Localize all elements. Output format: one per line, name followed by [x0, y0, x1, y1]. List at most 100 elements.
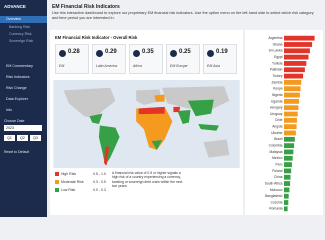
- kpi-icon: [170, 50, 177, 57]
- kpi-card: 0.28 EM: [55, 44, 89, 74]
- bar: [284, 149, 294, 155]
- europe: [136, 89, 163, 105]
- bar: [284, 168, 292, 174]
- category-label: South Africa: [265, 181, 283, 185]
- kpi-value: 0.29: [105, 49, 117, 55]
- quarter-button[interactable]: Q2: [17, 135, 28, 141]
- legend-swatch: [55, 180, 59, 184]
- kpi-icon: [207, 50, 214, 57]
- mexico: [89, 113, 103, 124]
- bar: [284, 187, 290, 193]
- eastern-europe: [154, 94, 165, 102]
- menu-item[interactable]: Overview: [0, 16, 47, 23]
- bar: [284, 117, 297, 123]
- category-label: Poland: [272, 169, 282, 173]
- bar: [284, 35, 315, 41]
- australia: [203, 139, 230, 158]
- bar: [284, 67, 305, 73]
- bar: [284, 111, 298, 117]
- risk-note: A financial risk value of 0.5 or higher …: [112, 171, 183, 189]
- africa: [136, 106, 173, 150]
- legend-label: Moderate Risk: [61, 179, 84, 184]
- page: ADVANCE Overview Banking Risk Currency Ris…: [0, 0, 325, 217]
- bar: [284, 181, 291, 186]
- world-map: [53, 80, 240, 168]
- bar: [284, 105, 299, 111]
- bar: [284, 193, 289, 199]
- legend-range: 0.0 - 0.3: [93, 187, 106, 192]
- bar: [284, 155, 293, 161]
- category-label: Sri Lanka: [269, 49, 283, 53]
- category-label: Ghana: [273, 42, 283, 46]
- kpi-value: 0.19: [216, 49, 228, 55]
- category-label: Czechia: [271, 200, 283, 204]
- category-label: Ukraine: [271, 131, 283, 135]
- bar: [284, 174, 291, 180]
- category-label: Zambia: [272, 80, 283, 84]
- bar: [284, 42, 313, 47]
- category-label: Peru: [276, 162, 283, 166]
- kpi-label: Latin America: [96, 64, 118, 68]
- bar: [284, 206, 288, 212]
- category-label: Morocco: [270, 188, 283, 192]
- bar: [284, 162, 292, 167]
- category-label: Pakistan: [270, 68, 283, 72]
- reset-button[interactable]: Reset to Default: [4, 150, 30, 154]
- kpi-card: 0.19 EM Asia: [203, 44, 237, 74]
- category-label: Turkey: [273, 74, 283, 78]
- bar: [284, 80, 302, 85]
- quarter-button[interactable]: Q1: [4, 135, 15, 141]
- menu-item[interactable]: Risk Change: [6, 86, 27, 90]
- category-label: Brazil: [274, 137, 283, 141]
- legend-label: High Risk: [61, 171, 76, 176]
- menu-item[interactable]: EM Commentary: [6, 64, 33, 68]
- sidebar: ADVANCE Overview Banking Risk Currency Ris…: [0, 0, 47, 217]
- kpi-label: EM: [59, 64, 65, 68]
- legend-swatch: [55, 188, 59, 192]
- legend-swatch: [55, 172, 59, 176]
- bar: [284, 86, 301, 92]
- category-label: Nigeria: [272, 93, 283, 97]
- pakistan: [173, 106, 181, 113]
- bar-chart: Argentina Ghana Sri Lanka Egypt Tunisia Pakis…: [245, 30, 323, 215]
- kpi-card: 0.29 Latin America: [92, 44, 126, 74]
- bar: [284, 130, 296, 136]
- north-africa: [138, 106, 165, 115]
- argentina: [104, 146, 110, 166]
- kpi-card: 0.25 EM Europe: [166, 44, 200, 74]
- menu-item[interactable]: Info: [6, 108, 12, 112]
- legend-label: Low Risk: [61, 187, 76, 192]
- logo: ADVANCE: [4, 4, 26, 9]
- category-label: Bangladesh: [265, 194, 283, 198]
- bar: [284, 61, 307, 66]
- bar: [284, 143, 295, 149]
- menu-item[interactable]: Currency Risk: [9, 32, 32, 36]
- quarter-button[interactable]: Q3: [30, 135, 41, 141]
- bar: [284, 136, 295, 142]
- kpi-value: 0.28: [68, 49, 80, 55]
- india: [177, 110, 191, 124]
- kpi-label: Africa: [133, 64, 142, 68]
- panel-title: EM Financial Risk Indicator - Overall Ri…: [55, 35, 138, 40]
- category-label: Chile: [275, 118, 283, 122]
- kpi-icon: [59, 50, 66, 57]
- bar: [284, 98, 300, 104]
- kpi-value: 0.25: [179, 49, 191, 55]
- menu-item[interactable]: Data Explorer: [6, 97, 28, 101]
- kpi-icon: [133, 50, 140, 57]
- category-label: Angola: [272, 125, 282, 129]
- menu-item[interactable]: Risk Indicators: [6, 75, 30, 79]
- kpi-label: EM Europe: [170, 64, 188, 68]
- menu-item[interactable]: Sovereign Risk: [9, 39, 34, 43]
- page-title: EM Financial Risk Indicators: [52, 4, 120, 10]
- year-select[interactable]: 2023: [4, 125, 42, 131]
- southeast-asia: [198, 124, 219, 131]
- bar: [284, 124, 297, 130]
- category-label: Uganda: [271, 99, 283, 103]
- menu-item[interactable]: Banking Risk: [9, 25, 30, 29]
- kpi-label: EM Asia: [207, 64, 220, 68]
- category-label: Egypt: [274, 55, 283, 59]
- category-label: Hungary: [270, 106, 283, 110]
- bar: [284, 200, 289, 205]
- north-america: [63, 87, 116, 119]
